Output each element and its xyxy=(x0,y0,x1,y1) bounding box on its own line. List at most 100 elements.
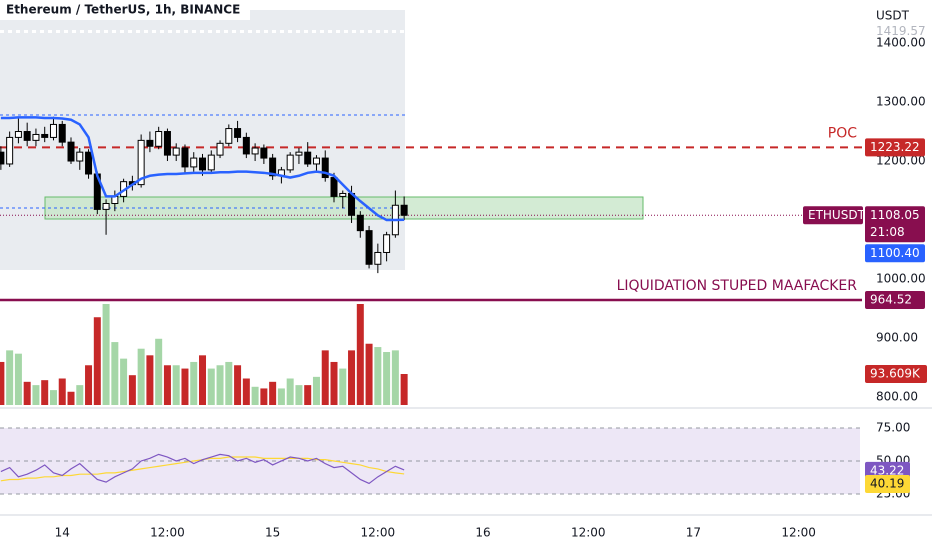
candle-body xyxy=(49,123,57,138)
candle-body xyxy=(400,204,408,216)
symbol: ETHUSDT xyxy=(808,208,866,222)
rsi-label: 43.22 xyxy=(870,463,904,477)
volume-bar xyxy=(14,353,22,405)
volume-bar xyxy=(85,365,93,405)
candle-body xyxy=(190,157,198,168)
candle-body xyxy=(365,230,373,265)
candle-body xyxy=(321,157,329,179)
volume-bar xyxy=(216,365,224,405)
volume-bar xyxy=(58,378,66,405)
symbol-bg xyxy=(803,206,863,225)
y-tick-label: 1000.00 xyxy=(876,272,926,286)
volume-bar xyxy=(181,368,189,405)
volume-bar xyxy=(225,361,233,405)
candle-body xyxy=(76,151,84,162)
candle-body xyxy=(0,151,5,165)
volume-bar xyxy=(339,368,347,405)
volume-bar xyxy=(312,376,320,405)
candle-body xyxy=(356,214,364,232)
volume-bar xyxy=(330,361,338,405)
volume-bar xyxy=(277,388,285,405)
level-label-bg xyxy=(865,290,925,309)
candle-body xyxy=(6,136,14,165)
volume-bar xyxy=(321,350,329,405)
volume-bar xyxy=(400,374,408,405)
x-tick-label: 12:00 xyxy=(150,526,185,540)
level-label-bg xyxy=(865,138,925,157)
level-label: 964.52 xyxy=(870,292,912,306)
volume-bar xyxy=(32,385,40,405)
candle-body xyxy=(58,123,66,143)
volume-bar xyxy=(190,361,198,405)
rsi-tick-label: 75.00 xyxy=(876,420,910,434)
candle-body xyxy=(85,151,93,175)
volume-bar xyxy=(155,338,163,405)
volume-bar xyxy=(356,304,364,405)
y-tick-label: 800.00 xyxy=(876,390,918,404)
rsi-line xyxy=(0,453,405,485)
volume-bar xyxy=(269,381,277,405)
candle-body xyxy=(286,154,294,171)
candle-body xyxy=(199,157,207,171)
volume-label-bg xyxy=(865,365,927,384)
x-tick-label: 15 xyxy=(265,526,280,540)
level-label: 1223.22 xyxy=(870,140,920,154)
volume-bar xyxy=(242,378,250,405)
volume-bar xyxy=(163,365,171,405)
candle-body xyxy=(242,136,250,155)
volume-bar xyxy=(111,342,119,405)
candle-body xyxy=(41,133,49,138)
volume-bar xyxy=(207,368,215,405)
volume-bar xyxy=(128,375,136,405)
volume-bar xyxy=(391,350,399,405)
volume-bar xyxy=(234,365,242,405)
candle-body xyxy=(330,177,338,197)
volume-bar xyxy=(383,352,391,405)
volume-bar xyxy=(67,391,75,405)
x-tick-label: 12:00 xyxy=(361,526,396,540)
volume-bar xyxy=(286,378,294,405)
ma-label: 1100.40 xyxy=(870,246,920,260)
x-tick-label: 12:00 xyxy=(571,526,606,540)
candle-body xyxy=(251,147,259,155)
volume-bar xyxy=(295,385,303,405)
candle-body xyxy=(383,234,391,253)
x-tick-label: 14 xyxy=(55,526,70,540)
countdown: 21:08 xyxy=(870,225,905,239)
candle-body xyxy=(269,157,277,177)
chart-title: Ethereum / TetherUS, 1h, BINANCE xyxy=(6,3,240,17)
ma-line xyxy=(0,116,405,222)
level-name: LIQUIDATION STUPED MAAFACKER xyxy=(617,278,858,294)
y-tick-label: 1400.00 xyxy=(876,36,926,50)
last-price-bg xyxy=(865,206,925,243)
candle-body xyxy=(207,154,215,171)
candle-body xyxy=(304,151,312,165)
volume-bar xyxy=(137,348,145,405)
volume-bar xyxy=(348,350,356,405)
candle-body xyxy=(67,141,75,162)
candle-body xyxy=(155,131,163,147)
volume-bar xyxy=(374,347,382,405)
y-tick-label: 1300.00 xyxy=(876,95,926,109)
ma-label-bg xyxy=(865,244,925,263)
rsi-ma-label: 40.19 xyxy=(870,476,904,490)
candle-body xyxy=(14,131,22,138)
volume-bar xyxy=(6,350,14,405)
top-price-label: 1419.57 xyxy=(876,24,926,38)
candle-body xyxy=(225,128,233,144)
volume-bar xyxy=(172,365,180,405)
x-tick-label: 12:00 xyxy=(781,526,816,540)
volume-bar xyxy=(365,343,373,405)
volume-bar xyxy=(102,304,110,405)
volume-bar xyxy=(93,317,101,405)
volume-bar xyxy=(49,390,57,405)
rsi-ma-label-bg xyxy=(865,474,910,493)
level-name: POC xyxy=(828,125,857,141)
candle-body xyxy=(295,151,303,156)
y-tick-label: 1200.00 xyxy=(876,154,926,168)
candle-body xyxy=(312,157,320,165)
y-tick-label: 900.00 xyxy=(876,331,918,345)
candle-body xyxy=(216,142,224,156)
currency: USDT xyxy=(876,9,910,23)
x-tick-label: 17 xyxy=(686,526,701,540)
